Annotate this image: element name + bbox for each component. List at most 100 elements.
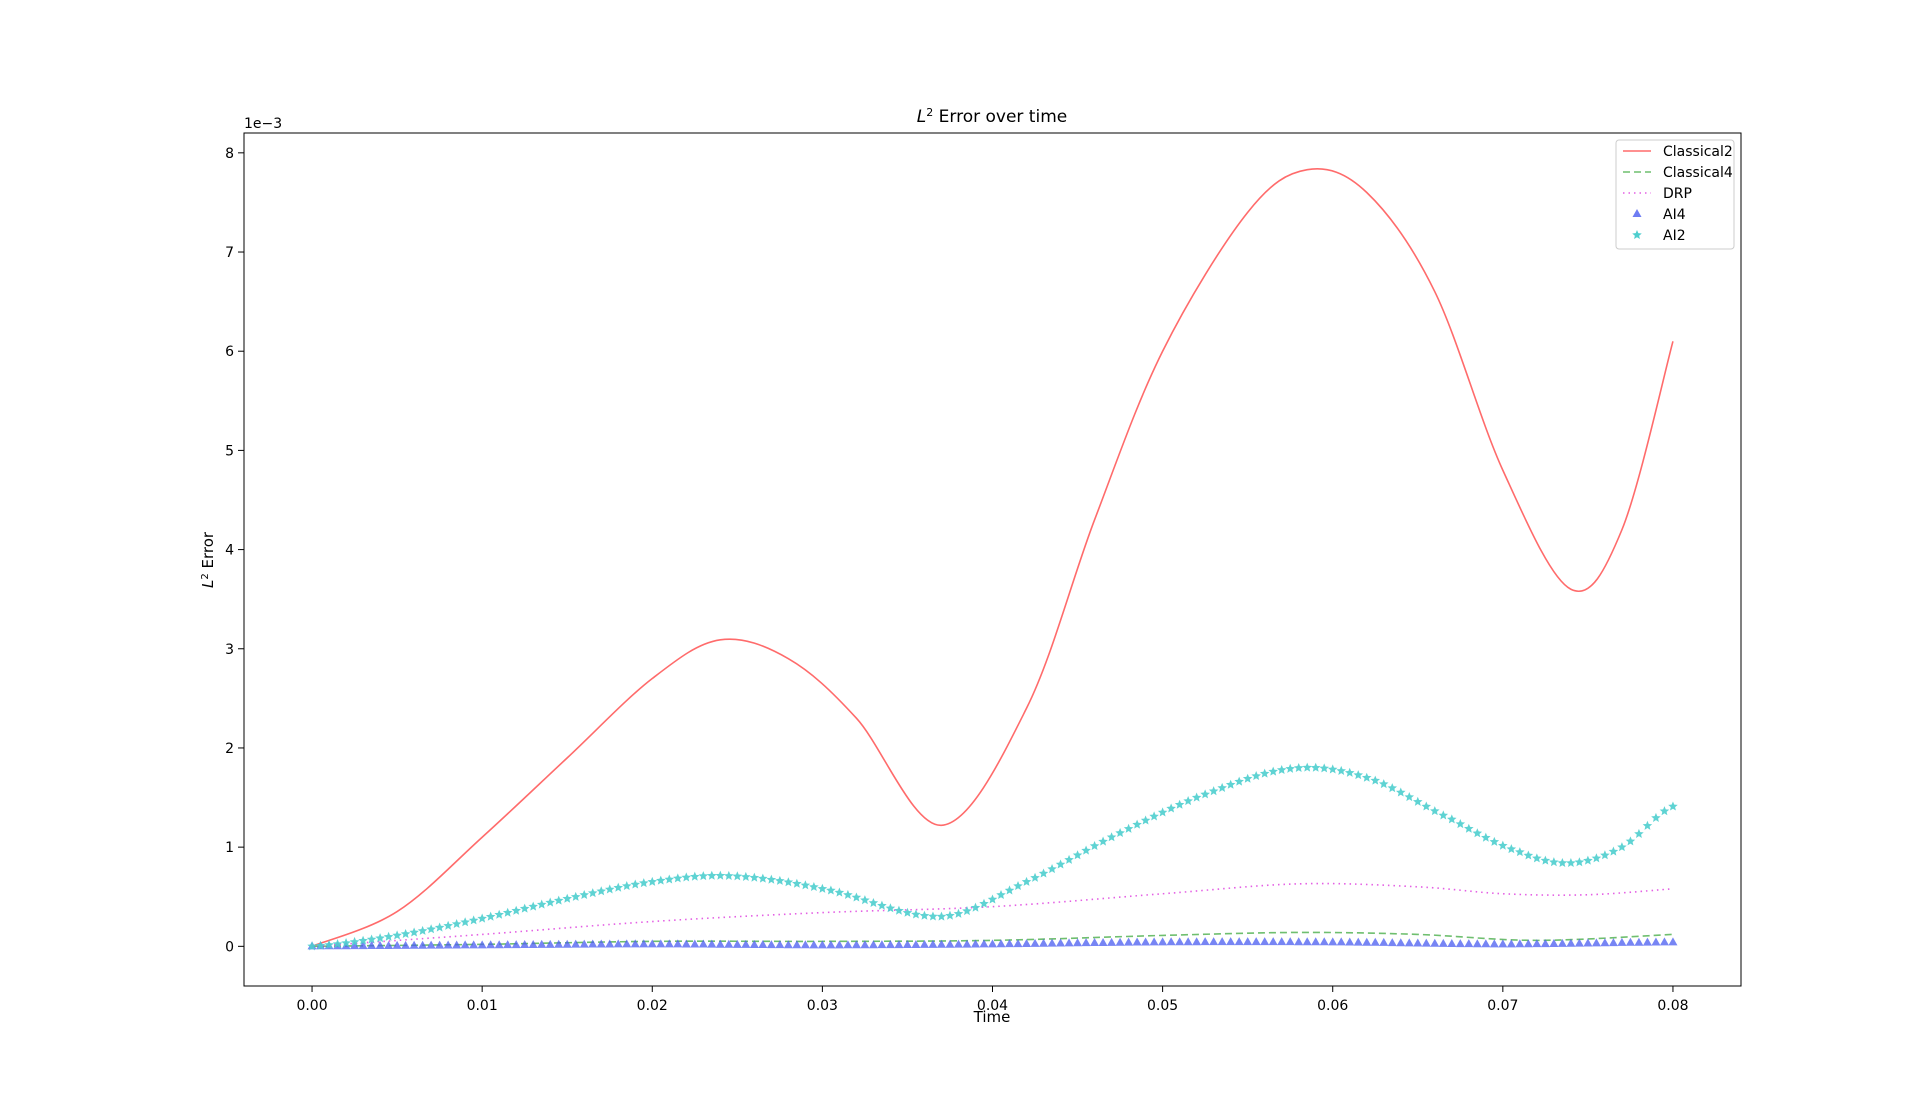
data-point bbox=[707, 870, 717, 880]
data-point bbox=[792, 878, 802, 888]
data-point bbox=[1319, 937, 1329, 946]
data-point bbox=[715, 939, 725, 948]
data-point bbox=[1506, 939, 1516, 948]
data-point bbox=[1515, 847, 1525, 857]
data-point bbox=[1149, 811, 1159, 821]
series-line bbox=[311, 168, 1674, 948]
data-point bbox=[1396, 938, 1406, 947]
data-point bbox=[860, 940, 870, 949]
data-point bbox=[1200, 937, 1210, 946]
data-point bbox=[1191, 792, 1202, 802]
data-point bbox=[1302, 762, 1312, 772]
data-point bbox=[553, 895, 564, 905]
data-point bbox=[400, 928, 411, 939]
data-point bbox=[1447, 814, 1457, 824]
data-point bbox=[1319, 763, 1329, 773]
data-point bbox=[469, 940, 479, 949]
data-point bbox=[1039, 938, 1049, 947]
data-point bbox=[1625, 836, 1636, 846]
y-offset-text: 1e−3 bbox=[244, 116, 282, 132]
data-point bbox=[1311, 937, 1321, 946]
data-point bbox=[1047, 938, 1057, 947]
data-point bbox=[1506, 844, 1517, 854]
data-point bbox=[1532, 853, 1542, 863]
data-point bbox=[843, 889, 853, 899]
data-point bbox=[1072, 850, 1083, 860]
data-point bbox=[409, 927, 419, 937]
data-point bbox=[1370, 775, 1381, 785]
data-point bbox=[1489, 836, 1500, 846]
data-point bbox=[783, 877, 794, 887]
data-point bbox=[1515, 939, 1525, 948]
data-point bbox=[452, 940, 462, 949]
data-point bbox=[1004, 885, 1015, 895]
data-point bbox=[1651, 812, 1661, 822]
data-point bbox=[1225, 779, 1236, 789]
data-point bbox=[1404, 792, 1415, 802]
data-point bbox=[520, 940, 530, 949]
data-point bbox=[324, 939, 334, 949]
data-point bbox=[1166, 937, 1176, 946]
data-point bbox=[1600, 938, 1610, 947]
data-point bbox=[885, 940, 895, 949]
data-point bbox=[1285, 763, 1295, 773]
data-point bbox=[392, 940, 402, 949]
data-point bbox=[996, 889, 1006, 900]
data-point bbox=[1464, 939, 1474, 948]
data-point bbox=[681, 939, 691, 948]
data-point bbox=[792, 940, 802, 949]
data-point bbox=[1243, 937, 1253, 946]
data-point bbox=[1472, 828, 1483, 838]
data-point bbox=[690, 871, 700, 881]
data-point bbox=[392, 930, 402, 940]
data-point bbox=[1523, 850, 1534, 860]
data-point bbox=[664, 874, 675, 884]
series-classical4 bbox=[312, 931, 1673, 948]
data-point bbox=[545, 897, 555, 907]
data-point bbox=[834, 940, 844, 949]
data-point bbox=[1174, 799, 1185, 809]
data-point bbox=[868, 897, 879, 907]
data-point bbox=[502, 907, 513, 917]
data-point bbox=[1421, 938, 1431, 947]
data-point bbox=[1591, 938, 1601, 947]
data-point bbox=[315, 940, 326, 950]
data-point bbox=[1668, 801, 1678, 811]
data-point bbox=[749, 872, 760, 882]
data-point bbox=[1090, 938, 1100, 947]
data-point bbox=[1259, 768, 1270, 778]
data-point bbox=[911, 939, 921, 948]
data-point bbox=[613, 939, 623, 948]
data-point bbox=[426, 940, 436, 949]
data-point bbox=[996, 939, 1006, 948]
data-point bbox=[1021, 876, 1032, 886]
series-line bbox=[312, 931, 1673, 948]
data-point bbox=[494, 940, 504, 949]
legend-swatch bbox=[1632, 209, 1642, 217]
data-point bbox=[1234, 937, 1244, 946]
data-point bbox=[1379, 779, 1389, 789]
legend-swatch bbox=[1632, 230, 1642, 240]
y-tick-label: 2 bbox=[225, 741, 234, 757]
x-tick-label: 0.05 bbox=[1147, 998, 1178, 1014]
data-point bbox=[1617, 937, 1627, 946]
data-point bbox=[843, 940, 853, 949]
data-point bbox=[749, 939, 759, 948]
data-point bbox=[1192, 937, 1202, 946]
legend-item-drp: DRP bbox=[1623, 186, 1692, 202]
data-point bbox=[1013, 881, 1023, 891]
data-point bbox=[1098, 937, 1108, 946]
data-point bbox=[1413, 938, 1423, 947]
data-point bbox=[1175, 937, 1185, 946]
data-point bbox=[894, 905, 904, 915]
data-point bbox=[1659, 806, 1670, 816]
data-point bbox=[562, 939, 572, 948]
data-point bbox=[1455, 819, 1466, 829]
y-tick-label: 8 bbox=[225, 146, 234, 162]
data-point bbox=[571, 939, 581, 948]
data-point bbox=[962, 939, 972, 948]
data-point bbox=[332, 939, 343, 949]
x-axis: 0.00 0.01 0.02 0.03 0.04 0.05 0.06 0.07 0.08 bbox=[296, 986, 1689, 1014]
y-axis: 0 1 2 3 4 5 6 7 8 bbox=[225, 146, 244, 955]
data-point bbox=[1566, 858, 1576, 868]
